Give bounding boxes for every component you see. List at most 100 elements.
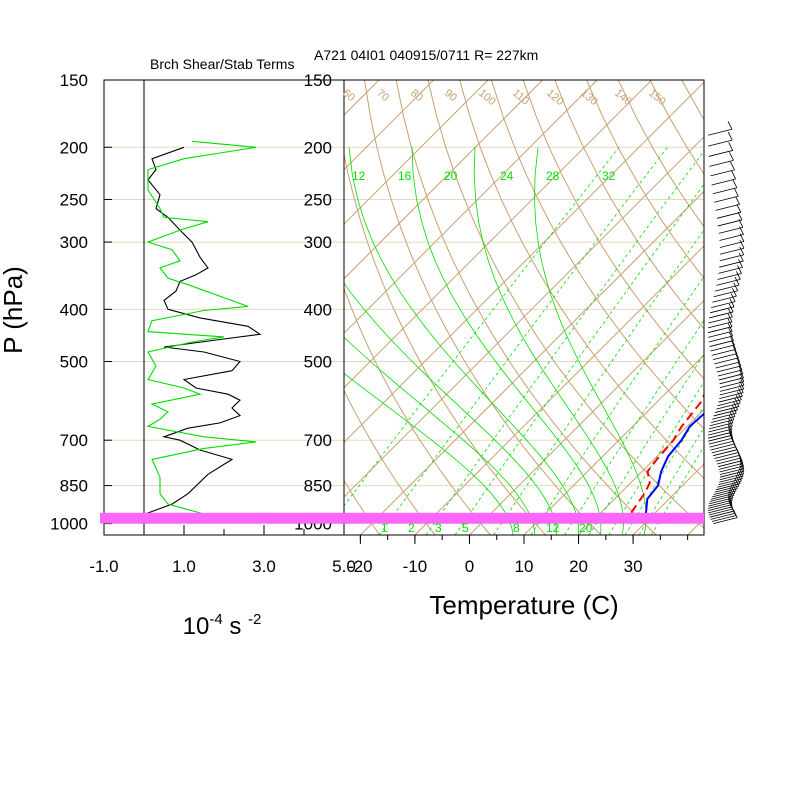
temperature-tick-label: -20 <box>348 557 373 576</box>
dry-adiabat-line <box>269 80 435 535</box>
wind-barb-staff <box>714 196 738 202</box>
wind-barb-staff <box>719 227 743 233</box>
moist-adiabat-line <box>223 147 535 535</box>
surface-layer-band <box>100 513 704 524</box>
wind-barb-staff <box>710 170 734 176</box>
isotherm-line <box>0 80 270 535</box>
mixing-ratio-label: 24 <box>500 169 514 183</box>
wind-barb-staff <box>716 204 740 210</box>
wind-barb-staff <box>718 461 742 467</box>
wind-barb-column <box>708 121 744 523</box>
moist-adiabat-line <box>349 147 579 535</box>
wind-barb-staff <box>709 150 733 156</box>
left-y-tick-label: 300 <box>60 233 88 252</box>
isotherm-line <box>579 80 800 535</box>
wind-barb-staff <box>720 466 744 472</box>
wind-barb-staff <box>708 331 732 337</box>
left-y-tick-label: 1000 <box>50 515 88 534</box>
left-panel-title: Brch Shear/Stab Terms <box>150 56 294 72</box>
right-y-tick-label: 300 <box>304 233 332 252</box>
isobar-gridlines <box>344 80 704 524</box>
wind-barb-staff <box>715 285 739 291</box>
right-y-tick-label: 700 <box>304 431 332 450</box>
sounding-profiles <box>623 135 800 523</box>
wind-barb-flag <box>728 121 732 129</box>
temperature-tick-label: 10 <box>515 557 534 576</box>
wind-barb-staff <box>708 327 732 333</box>
dry-adiabat-line <box>428 80 712 535</box>
dry-adiabat-line <box>745 80 800 535</box>
wind-barb-staff <box>718 396 742 402</box>
wind-barb-staff <box>711 444 735 450</box>
dry-adiabat-label: 120 <box>544 87 566 108</box>
wind-barb-staff <box>709 438 733 444</box>
isotherm-line <box>0 80 324 535</box>
wind-barb-staff <box>720 235 744 241</box>
isotherm-line <box>33 80 488 535</box>
left-y-tick-label: 850 <box>60 477 88 496</box>
mixing-ratio-label: 28 <box>546 169 560 183</box>
wind-barb-staff <box>714 452 738 458</box>
wind-barb-flag <box>732 171 736 179</box>
wind-barb-flag <box>740 247 744 255</box>
wind-barb-staff <box>717 458 741 464</box>
skew-t-plot-area <box>0 80 800 535</box>
wind-barb-flag <box>728 132 732 140</box>
temperature-axis-label: Temperature (C) <box>429 590 618 620</box>
temperature-tick-label: -10 <box>403 557 428 576</box>
dry-adiabat-line <box>650 80 800 535</box>
wind-barb-staff <box>720 385 744 391</box>
dry-adiabats <box>170 80 800 535</box>
wind-barb-staff <box>708 435 732 441</box>
wind-barb-staff <box>712 296 736 302</box>
wind-barb-staff <box>710 341 734 347</box>
wind-barb-staff <box>720 248 744 254</box>
wind-barb-flag <box>728 418 732 426</box>
left-x-tick-label: 1.0 <box>172 557 196 576</box>
wind-barb-flag <box>736 271 740 279</box>
dry-adiabat-label: 130 <box>578 87 600 108</box>
left-x-tick-label: -1.0 <box>89 557 118 576</box>
dry-adiabat-line <box>618 80 800 535</box>
left-y-tick-label: 500 <box>60 353 88 372</box>
isotherm-line <box>633 80 800 535</box>
mixing-ratio-label: 20 <box>444 169 458 183</box>
wind-barb-flag <box>730 162 734 170</box>
wind-barb-staff <box>712 413 736 419</box>
wind-barb-flag <box>729 142 733 150</box>
wind-barb-flag <box>739 253 743 261</box>
wind-barb-flag <box>733 180 737 188</box>
wind-barb-staff <box>718 273 742 279</box>
left-y-tick-label: 200 <box>60 138 88 157</box>
isotherm-line <box>742 80 800 535</box>
dry-adiabat-line <box>713 80 800 535</box>
wind-barb-flag <box>738 265 742 273</box>
pressure-axis-label: P (hPa) <box>0 266 28 354</box>
left-y-tick-label: 250 <box>60 190 88 209</box>
wind-barb-staff <box>709 423 733 429</box>
wind-barb-staff <box>719 261 743 267</box>
dry-adiabat-label: 110 <box>510 87 531 107</box>
isotherm-line <box>360 80 800 535</box>
right-y-tick-label: 150 <box>304 71 332 90</box>
mixing-ratio-label: 12 <box>352 169 366 183</box>
temperature-tick-label: 30 <box>624 557 643 576</box>
wind-barb-staff <box>720 469 744 475</box>
moist-adiabat-line <box>160 147 513 535</box>
wind-barb-staff <box>712 447 736 453</box>
wind-barb-staff <box>710 441 734 447</box>
wind-barb-staff <box>720 241 744 247</box>
dry-adiabat-label: 150 <box>646 87 668 108</box>
wind-barb-staff <box>716 279 740 285</box>
wind-barb-flag <box>739 259 743 267</box>
left-y-tick-label: 700 <box>60 431 88 450</box>
right-panel-title: A721 04I01 040915/0711 R= 227km <box>314 47 538 63</box>
wind-barb-staff <box>711 345 735 351</box>
skew-t-frame <box>344 80 704 535</box>
